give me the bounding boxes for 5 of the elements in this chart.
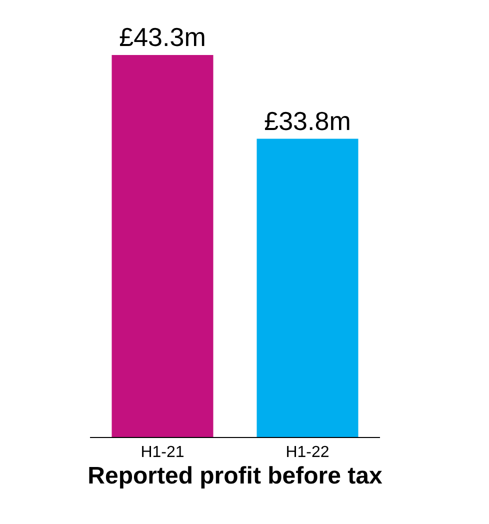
data-label: £43.3m [119, 22, 206, 52]
x-axis-title: Reported profit before tax [88, 462, 383, 490]
data-label: £33.8m [264, 106, 351, 136]
x-tick-label: H1-21 [140, 444, 184, 462]
x-tick-label: H1-22 [286, 444, 330, 462]
